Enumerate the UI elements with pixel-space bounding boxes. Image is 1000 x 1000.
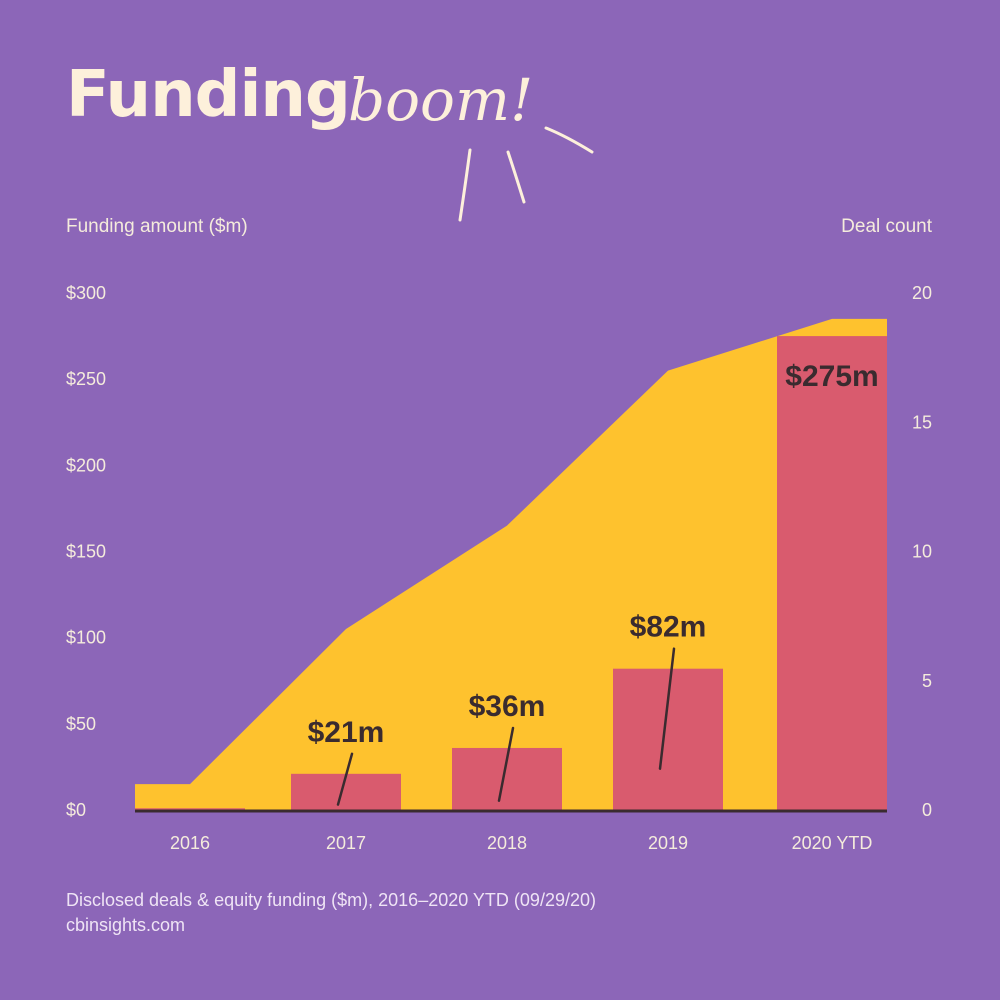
right-axis-title: Deal count [841, 216, 932, 237]
category-label: 2016 [170, 833, 210, 853]
right-tick-label: 10 [912, 542, 932, 562]
right-tick-label: 20 [912, 283, 932, 303]
label-pointer-stroke [658, 647, 676, 770]
left-axis-title: Funding amount ($m) [66, 216, 248, 237]
burst-decoration-icon [458, 126, 594, 222]
funding-bar-2020-ytd [777, 336, 887, 810]
footer-note: Disclosed deals & equity funding ($m), 2… [66, 890, 596, 910]
category-label: 2020 YTD [792, 833, 873, 853]
category-label: 2019 [648, 833, 688, 853]
label-pointer-stroke [336, 752, 354, 806]
data-label: $21m [308, 716, 385, 749]
right-tick-label: 5 [922, 671, 932, 691]
data-label: $275m [785, 360, 878, 393]
left-tick-label: $150 [66, 542, 106, 562]
data-label: $82m [630, 611, 707, 644]
left-tick-label: $100 [66, 628, 106, 648]
right-tick-label: 0 [922, 800, 932, 820]
label-pointer-stroke [497, 726, 515, 802]
left-tick-label: $250 [66, 369, 106, 389]
data-label: $36m [469, 690, 546, 723]
left-tick-label: $200 [66, 455, 106, 475]
category-label: 2017 [326, 833, 366, 853]
footer-source: cbinsights.com [66, 915, 186, 935]
left-tick-label: $300 [66, 283, 106, 303]
right-tick-label: 15 [912, 412, 932, 432]
chart-title-accent: boom! [348, 66, 534, 134]
left-tick-label: $50 [66, 714, 96, 734]
funding-bar-2016 [135, 808, 245, 810]
category-label: 2018 [487, 833, 527, 853]
chart-title: Funding [66, 58, 351, 132]
left-tick-label: $0 [66, 800, 86, 820]
